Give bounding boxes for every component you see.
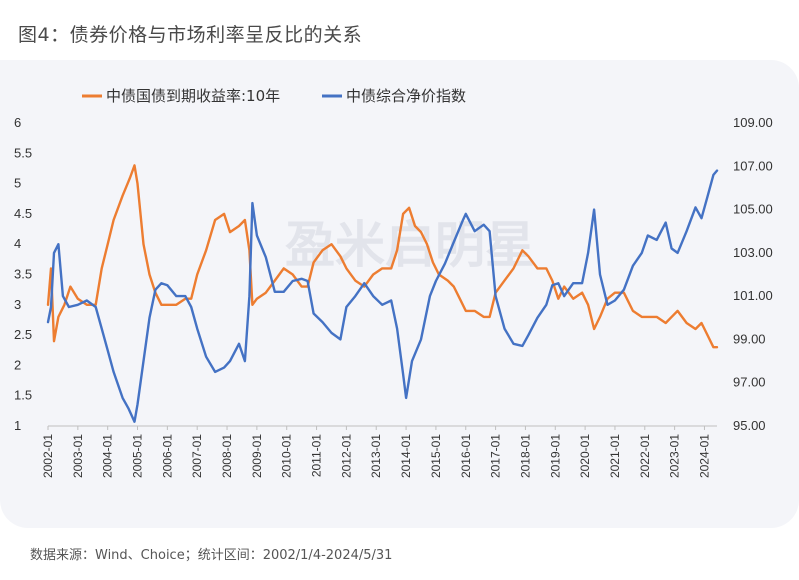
chart-panel	[0, 60, 799, 528]
left-axis-tick: 1	[14, 418, 21, 433]
x-axis-tick-label: 2009-01	[250, 434, 264, 478]
x-axis-tick-label: 2004-01	[101, 434, 115, 478]
right-axis-tick: 101.00	[733, 288, 773, 303]
series-line-yield	[46, 164, 719, 349]
x-axis-tick-label: 2021-01	[608, 434, 622, 478]
x-axis-tick-label: 2011-01	[310, 434, 324, 477]
x-axis-tick-label: 2020-01	[578, 434, 592, 478]
source-note: 数据来源：Wind、Choice；统计区间：2002/1/4-2024/5/31	[30, 548, 393, 563]
right-axis-tick: 109.00	[733, 115, 773, 130]
x-axis-tick-label: 2022-01	[638, 434, 652, 478]
x-axis-tick-label: 2014-01	[399, 434, 413, 478]
left-axis-tick: 4.5	[14, 206, 32, 221]
x-axis-tick-label: 2008-01	[220, 434, 234, 478]
right-axis-tick: 105.00	[733, 202, 773, 217]
x-axis-tick-label: 2006-01	[160, 434, 174, 478]
legend-item-index-label: 中债综合净价指数	[346, 87, 466, 105]
x-axis-tick-label: 2003-01	[71, 434, 85, 478]
x-axis-tick-label: 2005-01	[131, 434, 145, 478]
right-axis-tick: 103.00	[733, 245, 773, 260]
left-axis-tick: 4	[14, 236, 21, 251]
left-axis-tick: 2.5	[14, 327, 32, 342]
x-axis-tick-label: 2010-01	[280, 434, 294, 478]
x-axis-tick-label: 2023-01	[668, 434, 682, 478]
legend-item-yield-label: 中债国债到期收益率:10年	[106, 87, 280, 105]
x-axis-tick-label: 2007-01	[190, 434, 204, 478]
left-axis-tick: 2	[14, 357, 21, 372]
x-axis-tick-label: 2013-01	[369, 434, 383, 478]
x-axis-tick-label: 2012-01	[339, 434, 353, 478]
left-axis-tick: 3.5	[14, 267, 32, 282]
right-axis-tick: 95.00	[733, 418, 766, 433]
right-axis-tick: 107.00	[733, 158, 773, 173]
x-axis-tick-label: 2015-01	[429, 434, 443, 478]
right-axis-tick: 97.00	[733, 375, 766, 390]
x-axis-tick-label: 2019-01	[548, 434, 562, 478]
watermark: 盈米启明星	[285, 216, 535, 274]
right-axis-tick: 99.00	[733, 331, 766, 346]
x-axis-tick-label: 2017-01	[489, 434, 503, 478]
series-line-index	[46, 169, 719, 423]
x-axis-tick-label: 2016-01	[459, 434, 473, 478]
left-axis-tick: 5.5	[14, 145, 32, 160]
left-axis-tick: 5	[14, 176, 21, 191]
x-axis-tick-label: 2018-01	[518, 434, 532, 478]
figure-title: 图4：债券价格与市场利率呈反比的关系	[18, 24, 363, 46]
left-axis-tick: 1.5	[14, 388, 32, 403]
x-axis-tick-label: 2024-01	[697, 434, 711, 478]
x-axis-tick-label: 2002-01	[41, 434, 55, 478]
left-axis-tick: 3	[14, 297, 21, 312]
left-axis-tick: 6	[14, 115, 21, 130]
